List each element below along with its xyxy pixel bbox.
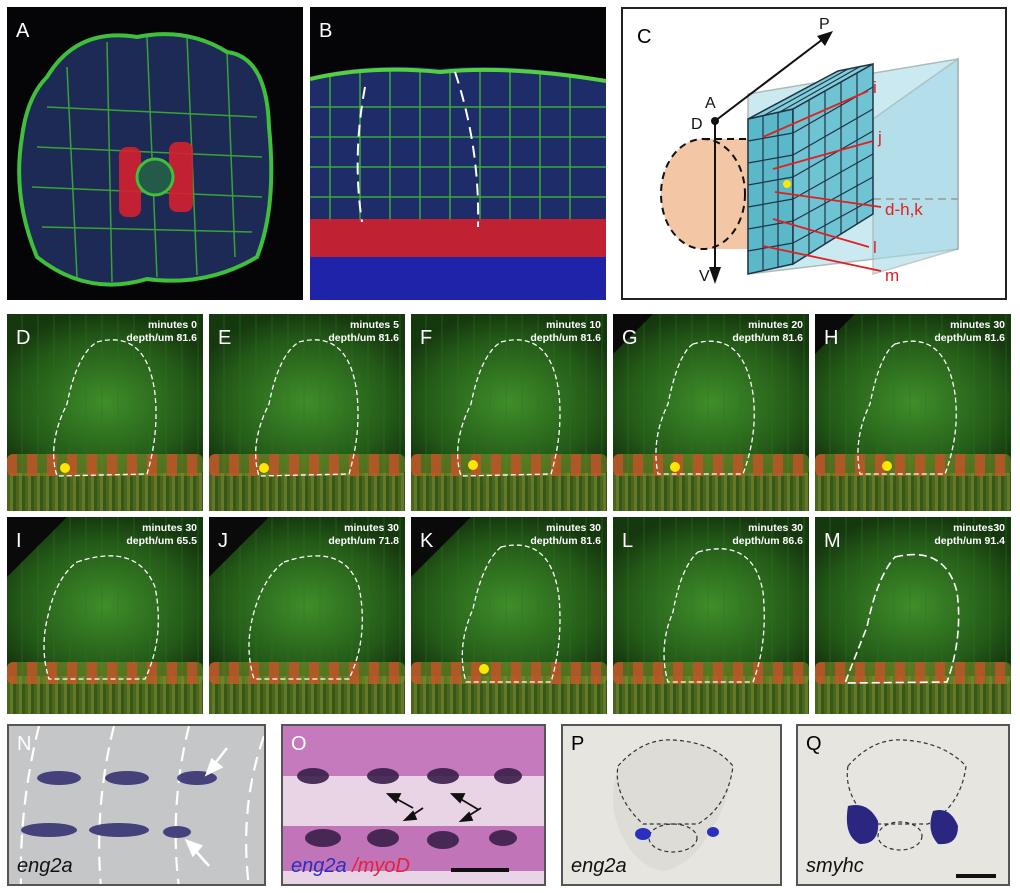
time-label: minutes 30 [748, 522, 803, 534]
panel-l: L minutes 30 depth/um 86.6 [613, 517, 809, 714]
panel-meta: minutes 30 depth/um 65.5 [126, 522, 197, 548]
panel-label: N [17, 733, 32, 755]
panel-j: J minutes 30 depth/um 71.8 [209, 517, 405, 714]
axis-a-label: A [705, 95, 716, 112]
tracked-cell [468, 460, 478, 470]
panel-meta: minutes 30 depth/um 71.8 [328, 522, 399, 548]
panel-b-image [310, 7, 606, 300]
panel-meta: minutes30 depth/um 91.4 [934, 522, 1005, 548]
time-label: minutes 10 [546, 319, 601, 331]
panel-label: K [420, 530, 434, 552]
time-label: minutes 30 [950, 319, 1005, 331]
tracked-cell [259, 463, 269, 473]
panel-label: M [824, 530, 841, 552]
scale-bar [956, 874, 996, 878]
cell-marker [783, 180, 791, 188]
scale-bar [451, 868, 509, 872]
gene-label-eng2a: eng2a [291, 855, 347, 877]
depth-label: depth/um 81.6 [328, 332, 399, 344]
time-label: minutes 30 [344, 522, 399, 534]
panel-i: I minutes 30 depth/um 65.5 [7, 517, 203, 714]
panel-meta: minutes 30 depth/um 86.6 [732, 522, 803, 548]
panel-h: H minutes 30 depth/um 81.6 [815, 314, 1011, 511]
panel-label: A [16, 20, 30, 42]
panel-meta: minutes 10 depth/um 81.6 [530, 319, 601, 345]
tracked-cell [670, 462, 680, 472]
panel-q-image [846, 739, 996, 878]
panel-label: B [319, 20, 333, 42]
time-label: minutes 30 [546, 522, 601, 534]
panel-meta: minutes 5 depth/um 81.6 [328, 319, 399, 345]
plane-label-dhk: d-h,k [885, 200, 923, 219]
depth-label: depth/um 81.6 [530, 535, 601, 547]
panel-g: G minutes 20 depth/um 81.6 [613, 314, 809, 511]
panel-n: N eng2a [7, 724, 266, 886]
panel-label: E [218, 327, 232, 349]
panel-meta: minutes 30 depth/um 81.6 [530, 522, 601, 548]
depth-label: depth/um 71.8 [328, 535, 399, 547]
panel-f: F minutes 10 depth/um 81.6 [411, 314, 607, 511]
panel-label: F [420, 327, 433, 349]
panel-m: M minutes30 depth/um 91.4 [815, 517, 1011, 714]
diagram-3d-block: P A D V i j d-h,k l m [660, 16, 959, 285]
time-label: minutes 30 [142, 522, 197, 534]
tracked-cell [479, 664, 489, 674]
panel-q: Q smyhc [796, 724, 1010, 886]
panel-n-image [19, 726, 264, 884]
gene-label: smyhc [806, 855, 864, 877]
panel-o: O eng2a /myoD [281, 724, 546, 886]
panel-label: L [622, 530, 634, 552]
depth-label: depth/um 81.6 [530, 332, 601, 344]
depth-label: depth/um 81.6 [934, 332, 1005, 344]
depth-label: depth/um 81.6 [732, 332, 803, 344]
gene-label-myod: /myoD [352, 855, 410, 877]
panel-p-image [613, 739, 734, 871]
panel-label: D [16, 327, 31, 349]
time-label: minutes30 [953, 522, 1005, 534]
time-label: minutes 5 [349, 319, 399, 331]
panel-d: D minutes 0 depth/um 81.6 [7, 314, 203, 511]
panel-label: J [218, 530, 228, 552]
panel-label: H [824, 327, 839, 349]
depth-label: depth/um 91.4 [934, 535, 1005, 547]
depth-label: depth/um 86.6 [732, 535, 803, 547]
grid-block [747, 62, 874, 275]
panel-b: B [310, 7, 606, 300]
panel-meta: minutes 20 depth/um 81.6 [732, 319, 803, 345]
panel-label: P [571, 733, 585, 755]
panel-o-image [283, 726, 544, 872]
gene-label-combined: eng2a /myoD [291, 855, 410, 878]
depth-label: depth/um 81.6 [126, 332, 197, 344]
panel-label: C [637, 26, 652, 48]
panel-label: Q [806, 733, 822, 755]
panel-label: O [291, 733, 307, 755]
panel-meta: minutes 0 depth/um 81.6 [126, 319, 197, 345]
axis-v-label: V [699, 268, 710, 285]
gene-label: eng2a [571, 855, 627, 877]
tracked-cell [882, 461, 892, 471]
plane-label-m: m [885, 266, 899, 285]
panel-e: E minutes 5 depth/um 81.6 [209, 314, 405, 511]
depth-label: depth/um 65.5 [126, 535, 197, 547]
plane-label-i: i [873, 78, 877, 97]
time-label: minutes 0 [147, 319, 197, 331]
time-label: minutes 20 [748, 319, 803, 331]
panel-p: P eng2a [561, 724, 782, 886]
panel-c-diagram: P A D V i j d-h,k l m C [621, 7, 1007, 300]
plane-label-l: l [873, 238, 877, 257]
panel-k: K minutes 30 depth/um 81.6 [411, 517, 607, 714]
panel-label: I [16, 530, 22, 552]
gene-label: eng2a [17, 855, 73, 877]
axis-d-label: D [691, 116, 703, 133]
panel-meta: minutes 30 depth/um 81.6 [934, 319, 1005, 345]
panel-label: G [622, 327, 638, 349]
axis-p-label: P [819, 16, 830, 33]
plane-label-j: j [877, 128, 882, 147]
panel-a-image [7, 7, 303, 300]
tracked-cell [60, 463, 70, 473]
panel-a: A [7, 7, 303, 300]
